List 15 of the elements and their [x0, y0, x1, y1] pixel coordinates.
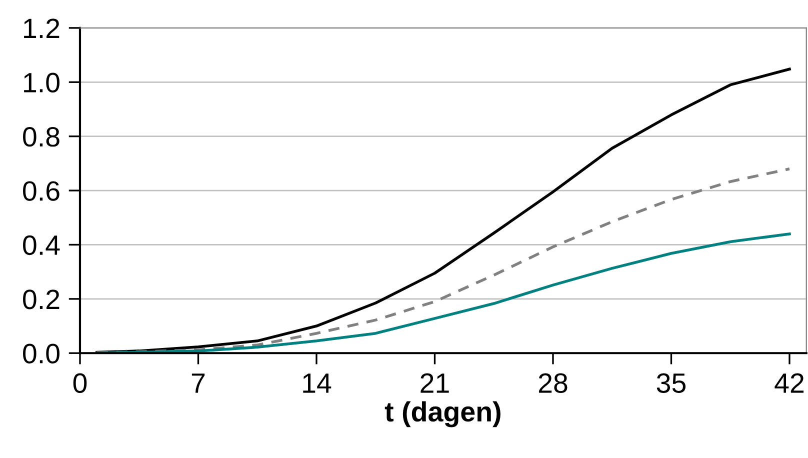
- y-tick-label: 0.8: [23, 127, 60, 147]
- y-tick-label: 0.6: [23, 181, 60, 201]
- x-tick-label: 35: [656, 373, 686, 393]
- x-tick-label: 21: [420, 373, 449, 393]
- y-tick-label: 1.2: [24, 18, 60, 38]
- y-tick-label: 0.0: [23, 344, 60, 364]
- y-tick-label: 0.2: [23, 290, 60, 310]
- x-tick-label: 28: [538, 373, 568, 393]
- x-tick-label: 42: [774, 373, 804, 393]
- y-tick-label: 0.4: [23, 235, 60, 256]
- x-tick-label: 14: [303, 374, 332, 393]
- y-tick-label: 1.0: [24, 72, 60, 92]
- x-axis-title: t (dagen): [384, 401, 500, 428]
- x-tick-label: 0: [73, 373, 87, 393]
- x-tick-label: 7: [192, 374, 205, 393]
